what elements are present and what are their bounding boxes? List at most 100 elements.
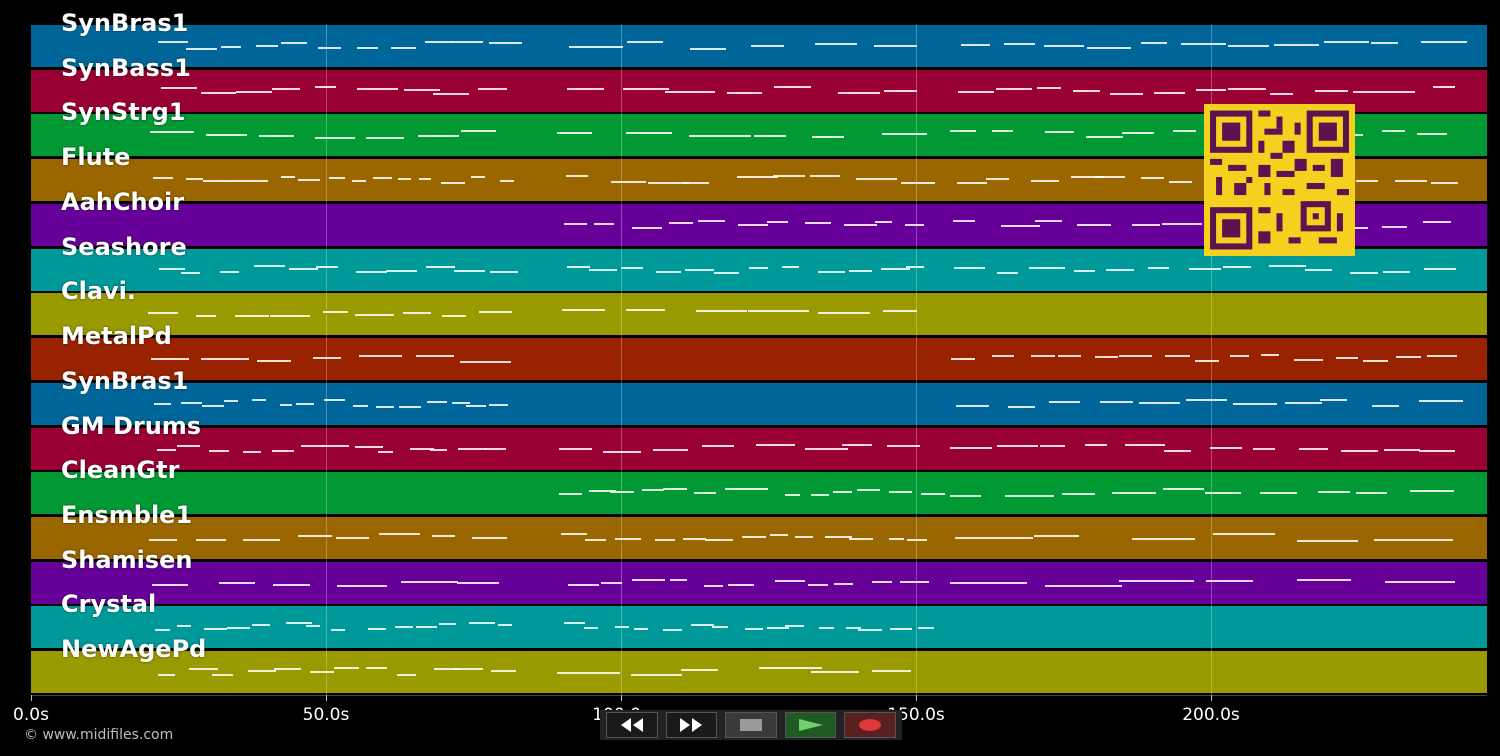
note-bar [1297, 578, 1351, 581]
note-bar [738, 223, 768, 226]
time-axis [31, 695, 1487, 696]
track-label: Seashore [61, 232, 187, 261]
note-bar [1419, 449, 1455, 452]
note-bar [177, 625, 191, 628]
note-bar [457, 447, 486, 450]
note-bar [1045, 584, 1122, 587]
note-bar [818, 312, 870, 315]
note-bar [225, 180, 246, 183]
note-bar [758, 667, 822, 670]
note-bar [410, 447, 434, 450]
note-bar [404, 88, 441, 91]
note-bar [336, 537, 369, 540]
note-bar [256, 45, 278, 47]
note-bar [479, 311, 512, 314]
note-bar [1352, 90, 1391, 93]
track-lane [31, 337, 1487, 381]
track-lane [31, 381, 1487, 425]
track-label: GM Drums [61, 411, 202, 440]
note-bar [152, 583, 188, 586]
note-bar [226, 627, 250, 630]
note-bar [773, 85, 811, 88]
note-bar [1335, 357, 1359, 360]
track-label: CleanGtr [61, 456, 180, 485]
note-bar [1073, 269, 1096, 272]
note-bar [274, 668, 302, 671]
note-bar [1205, 492, 1241, 495]
track-lane [31, 471, 1487, 515]
note-bar [205, 134, 247, 137]
note-bar [1110, 92, 1143, 95]
note-bar [223, 399, 239, 402]
note-bar [212, 674, 234, 677]
note-bar [305, 625, 320, 628]
note-bar [252, 398, 266, 401]
note-events [31, 562, 1487, 604]
note-bar [457, 581, 500, 584]
note-bar [996, 444, 1039, 447]
track-label: Crystal [61, 590, 157, 619]
note-bar [235, 90, 272, 93]
note-bar [1044, 131, 1075, 134]
note-bar [201, 91, 236, 94]
note-bar [697, 219, 726, 222]
note-bar [243, 539, 281, 542]
note-bar [559, 493, 583, 496]
note-bar [950, 495, 981, 498]
note-bar [1007, 405, 1035, 408]
note-bar [656, 270, 682, 273]
note-bar [755, 443, 795, 446]
note-bar [625, 309, 665, 312]
note-bar [258, 135, 295, 138]
note-bar [148, 539, 177, 542]
note-bar [642, 489, 664, 492]
note-bar [426, 400, 447, 403]
note-bar [417, 135, 459, 138]
note-bar [1172, 130, 1196, 133]
note-bar [1147, 266, 1170, 269]
note-bar [1043, 45, 1085, 47]
note-bar [1374, 539, 1454, 542]
record-button[interactable] [844, 712, 896, 738]
grid-line [1211, 24, 1212, 695]
note-bar [471, 176, 486, 179]
note-bar [841, 443, 872, 446]
note-bar [855, 178, 898, 181]
note-bar [769, 534, 789, 537]
fast-forward-icon [680, 718, 703, 732]
note-bar [727, 583, 754, 586]
note-bar [1420, 41, 1467, 43]
grid-line [326, 24, 327, 695]
note-events [31, 472, 1487, 514]
note-bar [857, 489, 880, 492]
note-bar [153, 177, 174, 180]
note-bar [317, 47, 342, 49]
note-bar [221, 46, 242, 48]
note-bar [398, 178, 411, 181]
note-bar [330, 629, 346, 632]
note-bar [1100, 400, 1134, 403]
track-label: Shamisen [61, 545, 193, 574]
note-bar [376, 405, 395, 408]
play-button[interactable] [784, 712, 837, 738]
note-bar [402, 312, 432, 315]
note-bar [815, 43, 857, 45]
note-bar [819, 627, 834, 630]
stop-button[interactable] [725, 712, 777, 738]
note-bar [321, 444, 350, 447]
note-bar [1389, 90, 1415, 93]
note-bar [498, 624, 512, 627]
note-bar [1227, 45, 1269, 47]
fast-forward-button[interactable] [665, 712, 718, 738]
note-events [31, 651, 1487, 693]
track-label: Clavi. [61, 277, 137, 306]
note-events [31, 517, 1487, 559]
note-bar [714, 271, 739, 274]
note-bar [568, 583, 599, 586]
note-bar [1070, 176, 1104, 179]
qr-code-icon[interactable] [1204, 104, 1355, 256]
rewind-button[interactable] [606, 712, 658, 738]
note-bar [1296, 540, 1359, 543]
note-bar [218, 581, 255, 584]
note-bar [252, 624, 270, 627]
